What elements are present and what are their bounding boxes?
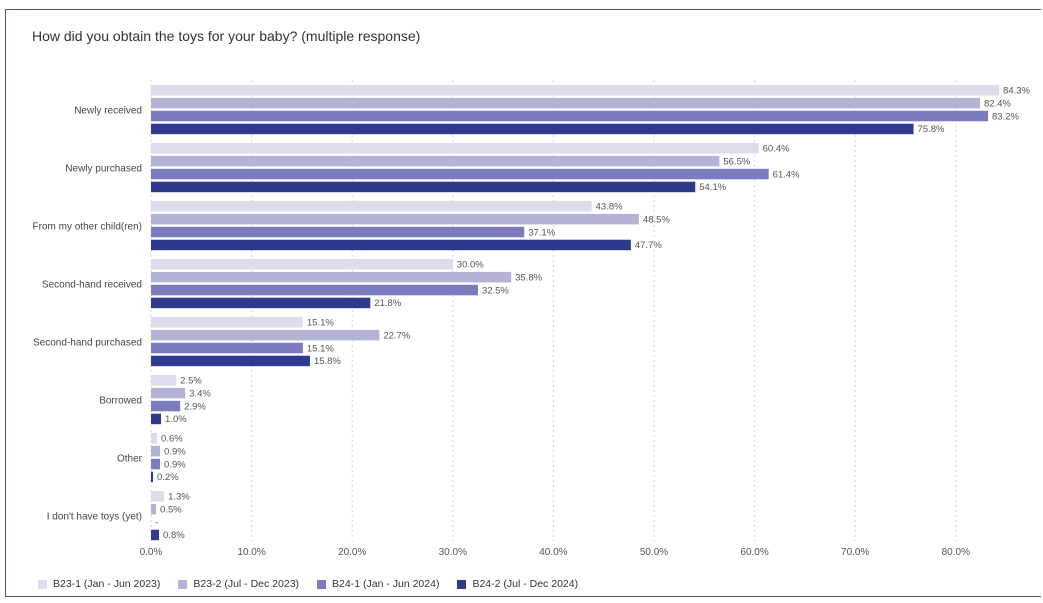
bar <box>151 201 592 212</box>
data-label: 35.8% <box>515 272 542 283</box>
data-label: 21.8% <box>374 298 401 309</box>
bar <box>151 239 631 251</box>
x-tick-label: 60.0% <box>740 547 768 558</box>
legend-swatch-b23-2 <box>178 579 188 589</box>
bar <box>151 97 980 109</box>
category-label: Other <box>117 453 143 464</box>
bar <box>151 181 696 193</box>
legend-label: B24-2 (Jul - Dec 2024) <box>472 578 579 590</box>
bar <box>151 297 371 309</box>
bar <box>151 471 154 483</box>
data-label: 48.5% <box>643 214 670 225</box>
data-label: 30.0% <box>457 260 484 271</box>
legend-label: B23-2 (Jul - Dec 2023) <box>193 578 300 590</box>
category-label: I don't have toys (yet) <box>47 511 142 522</box>
data-label: 0.2% <box>157 472 179 483</box>
data-label: 15.8% <box>314 356 341 367</box>
data-label: 1.3% <box>168 492 190 503</box>
data-label: 37.1% <box>528 227 555 238</box>
bar <box>151 123 914 135</box>
data-label: 47.7% <box>635 240 662 251</box>
data-label: 56.5% <box>723 156 750 167</box>
data-label: 2.9% <box>184 401 206 412</box>
bar <box>151 375 177 386</box>
category-label: Second-hand received <box>42 279 142 290</box>
bar <box>151 491 165 502</box>
data-label: 0.6% <box>161 434 183 445</box>
data-label: 82.4% <box>984 98 1011 109</box>
bar <box>151 387 186 399</box>
legend-swatch-b24-2 <box>457 579 467 589</box>
x-tick-label: 20.0% <box>338 547 366 558</box>
category-label: Second-hand purchased <box>33 337 142 348</box>
bar <box>151 168 769 180</box>
data-label: 61.4% <box>773 169 800 180</box>
data-label: 75.8% <box>918 124 945 135</box>
data-label: 2.5% <box>180 376 202 387</box>
bar <box>151 503 157 515</box>
data-label: 54.1% <box>699 182 726 193</box>
x-tick-label: 40.0% <box>539 547 567 558</box>
bar <box>151 143 759 154</box>
bar <box>151 85 1000 96</box>
data-label: 83.2% <box>992 111 1019 122</box>
legend-swatch-b23-1 <box>38 579 47 589</box>
data-label: 15.1% <box>307 318 334 329</box>
data-label: 0.9% <box>164 459 186 470</box>
bar <box>151 445 161 457</box>
legend-item: B23-1 (Jan - Jun 2023) <box>38 578 160 590</box>
bar <box>151 284 478 296</box>
data-label: 1.0% <box>165 414 187 425</box>
bar <box>151 155 720 167</box>
data-label: 15.1% <box>307 343 334 354</box>
bar <box>151 329 380 341</box>
bar <box>151 433 158 444</box>
data-label: 43.8% <box>596 202 623 213</box>
bar <box>151 529 160 541</box>
bar <box>151 213 639 225</box>
category-label: From my other child(ren) <box>33 221 142 232</box>
data-label: 3.4% <box>189 388 211 399</box>
bar <box>151 317 303 328</box>
bar <box>151 342 303 354</box>
data-label: 32.5% <box>482 285 509 296</box>
legend-label: B24-1 (Jan - Jun 2024) <box>332 578 440 590</box>
x-tick-label: 50.0% <box>640 547 668 558</box>
data-label: 84.3% <box>1003 86 1030 97</box>
category-label: Newly received <box>74 105 142 116</box>
x-tick-label: 30.0% <box>439 547 467 558</box>
x-tick-label: 70.0% <box>841 547 869 558</box>
chart-title: How did you obtain the toys for your bab… <box>32 28 421 44</box>
legend-item: B24-1 (Jan - Jun 2024) <box>317 578 439 590</box>
x-tick-label: 0.0% <box>140 547 163 558</box>
bar <box>151 226 525 238</box>
legend-item: B23-2 (Jul - Dec 2023) <box>178 578 299 590</box>
chart-legend: B23-1 (Jan - Jun 2023) B23-2 (Jul - Dec … <box>38 578 578 590</box>
bar <box>151 259 453 270</box>
data-label: 0.9% <box>164 446 186 457</box>
category-label: Borrowed <box>99 395 142 406</box>
legend-swatch-b24-1 <box>317 579 327 589</box>
bar <box>151 355 310 367</box>
bar <box>151 110 988 122</box>
category-label: Newly purchased <box>65 163 142 174</box>
x-tick-label: 80.0% <box>942 547 970 558</box>
bar <box>151 458 161 470</box>
data-label: 60.4% <box>763 144 790 155</box>
legend-label: B23-1 (Jan - Jun 2023) <box>53 578 161 590</box>
data-label: 0.5% <box>160 504 182 515</box>
data-label: - <box>155 517 158 528</box>
bar <box>151 400 181 412</box>
data-label: 0.8% <box>163 530 185 541</box>
chart-frame <box>5 9 1041 597</box>
bar <box>151 271 512 283</box>
data-label: 22.7% <box>383 330 410 341</box>
bar <box>151 413 162 425</box>
legend-item: B24-2 (Jul - Dec 2024) <box>457 578 578 590</box>
x-tick-label: 10.0% <box>237 547 265 558</box>
